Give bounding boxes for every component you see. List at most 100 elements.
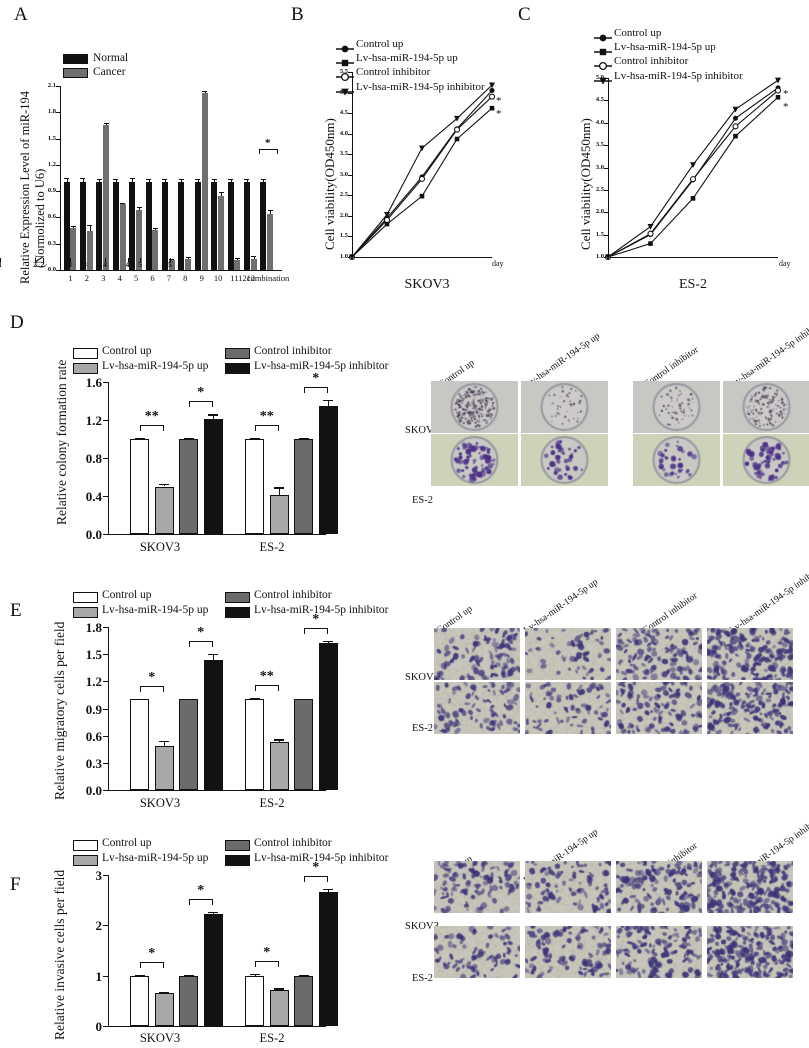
legend-swatch bbox=[225, 607, 250, 618]
y-tick-label: 3 bbox=[95, 868, 103, 883]
bar-cancer bbox=[168, 260, 175, 270]
error-bar bbox=[89, 225, 91, 232]
bar-control-inhibitor bbox=[294, 439, 313, 534]
x-tick-label: 9 bbox=[199, 273, 204, 283]
bar-cancer bbox=[201, 93, 208, 270]
error-cap bbox=[113, 178, 119, 180]
panel-f-group-skov3: SKOV3 bbox=[139, 1031, 181, 1045]
x-tick-label: 12combination bbox=[238, 273, 290, 283]
panel-b-ytitle: Cell viability(OD450nm) bbox=[322, 118, 337, 250]
legend-swatch bbox=[225, 348, 250, 359]
y-tick bbox=[103, 654, 108, 656]
error-cap bbox=[244, 178, 250, 180]
panel-b-letter: B bbox=[291, 4, 304, 25]
y-tick bbox=[103, 627, 108, 628]
bar-lv-hsa-mir-194-5p-inhibitor bbox=[203, 659, 223, 790]
y-tick-label: 4.0 bbox=[595, 118, 604, 126]
y-tick-label: 1.8 bbox=[85, 620, 102, 635]
bar-normal bbox=[243, 182, 250, 270]
x-tick bbox=[35, 258, 36, 262]
panel-c-sig-star-1: * bbox=[783, 88, 789, 100]
panel-f-y-axis bbox=[108, 875, 110, 1027]
y-tick bbox=[348, 174, 352, 176]
error-bar bbox=[213, 414, 215, 420]
sig-star: * bbox=[312, 371, 320, 387]
panel-d-letter: D bbox=[10, 312, 24, 333]
migration-image-skov3 bbox=[707, 628, 793, 680]
panel-a-sig-bracket bbox=[259, 149, 278, 154]
legend-label: Lv-hsa-miR-194-5p up bbox=[614, 41, 716, 54]
legend-swatch bbox=[73, 363, 98, 374]
y-tick bbox=[103, 534, 108, 535]
bar-control-up bbox=[130, 439, 149, 534]
y-tick bbox=[604, 167, 608, 169]
colony-plate-image bbox=[633, 434, 720, 486]
error-bar bbox=[279, 487, 281, 496]
y-tick-label: 1 bbox=[95, 968, 103, 984]
migration-image-es2 bbox=[616, 682, 702, 734]
panel-b-line-plot bbox=[348, 82, 496, 261]
error-cap bbox=[298, 975, 309, 977]
y-tick-label: 1.5 bbox=[339, 232, 348, 240]
error-cap bbox=[70, 226, 76, 228]
x-tick-label: 1 bbox=[0, 260, 2, 269]
legend-swatch bbox=[73, 855, 98, 866]
panel-d-group-skov3: SKOV3 bbox=[139, 540, 181, 554]
panel-a-legend-swatch-cancer bbox=[63, 68, 88, 78]
error-cap bbox=[185, 256, 191, 258]
error-cap bbox=[208, 414, 218, 416]
panel-a-legend-label-normal: Normal bbox=[93, 52, 129, 64]
y-tick bbox=[56, 164, 60, 166]
y-tick bbox=[103, 458, 108, 459]
y-tick-label: 0 bbox=[95, 1019, 103, 1034]
error-cap bbox=[136, 206, 142, 208]
error-cap bbox=[162, 178, 168, 180]
bar-lv-hsa-mir-194-5p-inhibitor bbox=[203, 419, 223, 534]
bar-lv-hsa-mir-194-5p-up bbox=[154, 992, 174, 1026]
bar-control-inhibitor bbox=[179, 439, 198, 534]
x-tick-label: 12 bbox=[246, 273, 256, 283]
y-tick-label: 1.2 bbox=[47, 160, 56, 168]
sig-star: * bbox=[197, 625, 205, 641]
panel-a-letter: A bbox=[14, 4, 28, 25]
migration-image-skov3 bbox=[525, 628, 611, 680]
panel-b-sig-star-1: * bbox=[496, 95, 502, 107]
error-bar bbox=[99, 178, 101, 183]
y-tick-label: 4.5 bbox=[595, 96, 604, 104]
bar-control-inhibitor bbox=[294, 975, 313, 1026]
y-tick bbox=[348, 195, 352, 197]
error-cap bbox=[134, 438, 145, 440]
colony-plate-image bbox=[521, 381, 608, 433]
sig-star: * bbox=[312, 859, 320, 875]
y-tick-label: 0.0 bbox=[47, 266, 56, 273]
bar-normal bbox=[96, 182, 103, 270]
y-tick-label: 0.6 bbox=[85, 728, 102, 744]
error-cap bbox=[178, 178, 184, 180]
error-cap bbox=[218, 192, 224, 194]
y-tick-label: 2.0 bbox=[339, 211, 348, 219]
sig-bracket bbox=[139, 425, 164, 432]
error-cap bbox=[323, 888, 333, 890]
y-tick-label: 3.0 bbox=[339, 170, 348, 178]
panel-b-x-axis bbox=[352, 257, 492, 259]
error-cap bbox=[80, 178, 86, 179]
colony-plate-image bbox=[431, 434, 518, 486]
x-tick-label: 2 bbox=[40, 260, 45, 269]
sig-bracket bbox=[188, 641, 213, 648]
legend-marker-filled-circle bbox=[594, 30, 612, 42]
invasion-image-es2 bbox=[434, 926, 520, 978]
legend-label: Lv-hsa-miR-194-5p inhibitor bbox=[614, 69, 743, 82]
sig-bracket bbox=[303, 387, 328, 394]
panel-d-group-es2: ES-2 bbox=[259, 540, 285, 554]
bar-cancer bbox=[267, 213, 274, 270]
panel-e-row-label-skov3: SKOV3 bbox=[405, 672, 439, 683]
error-cap bbox=[228, 178, 233, 180]
y-tick-label: 2.1 bbox=[47, 82, 56, 89]
bar-normal bbox=[211, 182, 218, 270]
x-tick-label: 4 bbox=[103, 260, 107, 269]
invasion-image-es2 bbox=[525, 926, 611, 978]
migration-image-es2 bbox=[525, 682, 611, 734]
error-cap bbox=[159, 483, 169, 485]
bar-cancer bbox=[136, 209, 142, 270]
x-tick bbox=[140, 258, 141, 262]
